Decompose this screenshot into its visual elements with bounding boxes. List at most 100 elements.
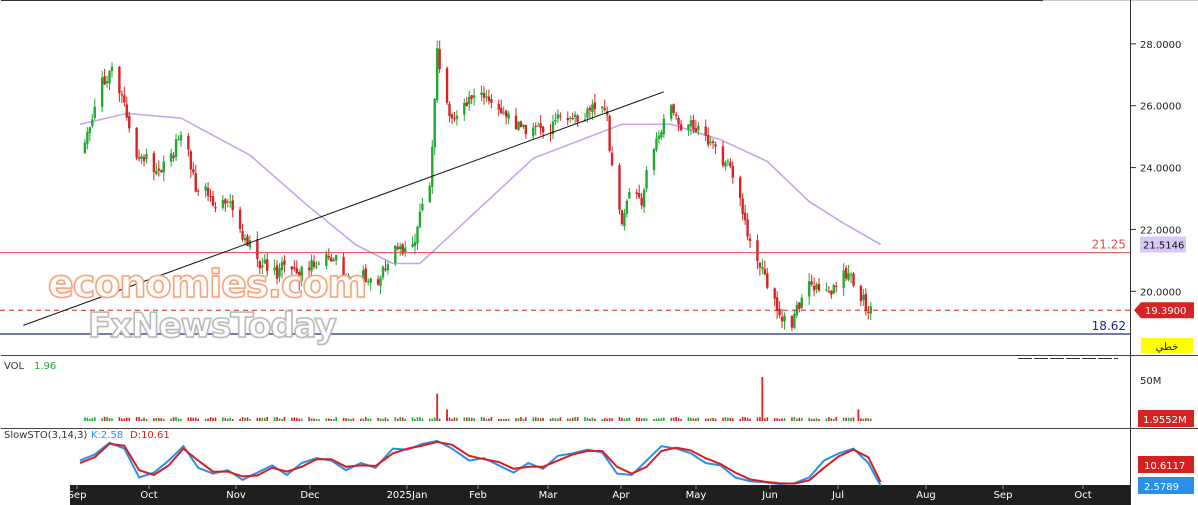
candle-body xyxy=(192,169,195,173)
candle xyxy=(140,153,143,165)
candle-body xyxy=(379,277,382,287)
line-chart-button[interactable] xyxy=(1141,338,1193,353)
candle xyxy=(238,206,242,233)
candle xyxy=(428,182,431,204)
candle xyxy=(502,106,505,116)
volume-current-tag xyxy=(1138,410,1194,427)
candle xyxy=(455,110,459,126)
candle-body xyxy=(413,242,417,246)
line-chart-button-label: خطي xyxy=(1156,342,1179,353)
candle xyxy=(453,112,456,122)
resistance-level-label: 21.25 xyxy=(1092,238,1126,252)
candle xyxy=(485,90,488,103)
candle xyxy=(588,105,592,119)
candle xyxy=(162,155,165,182)
candle xyxy=(155,162,158,176)
candle-body xyxy=(729,162,732,167)
candle xyxy=(332,257,335,262)
candle-body xyxy=(278,268,281,277)
candle-body xyxy=(842,270,845,288)
price-tick-label: 24.0000 xyxy=(1140,164,1181,175)
candle xyxy=(637,184,641,199)
candle-body xyxy=(694,128,698,133)
candle-body xyxy=(502,112,505,114)
candle xyxy=(687,124,690,136)
candle xyxy=(748,233,752,249)
candle-body xyxy=(610,152,614,166)
candle-body xyxy=(640,197,643,206)
candle-body xyxy=(342,256,345,279)
candle-body xyxy=(364,268,367,282)
candle xyxy=(862,288,865,306)
candle xyxy=(226,199,229,208)
candle xyxy=(640,192,643,210)
candle-body xyxy=(482,93,486,98)
candle xyxy=(381,265,385,281)
candle xyxy=(756,234,759,270)
candle xyxy=(177,135,180,141)
candle xyxy=(709,136,712,146)
candle-body xyxy=(608,115,611,151)
candle-body xyxy=(862,294,865,300)
time-axis-label-jun: Jun xyxy=(761,490,778,501)
volume-value: 1.96 xyxy=(34,361,56,372)
candle xyxy=(187,133,190,157)
candle-body xyxy=(307,267,311,270)
candle xyxy=(312,254,316,270)
candle xyxy=(566,111,569,126)
candle xyxy=(315,261,318,270)
candle-body xyxy=(152,153,156,173)
volume-axis-label: 50M xyxy=(1140,376,1161,387)
candle xyxy=(396,242,399,251)
candle xyxy=(362,265,365,287)
candle-body xyxy=(300,266,303,282)
candle xyxy=(157,160,161,177)
candle-body xyxy=(125,104,128,118)
candle-body xyxy=(145,154,148,160)
candle-body xyxy=(142,157,146,162)
stochastic-d-value: D:10.61 xyxy=(130,430,170,441)
candle xyxy=(435,40,439,103)
candle xyxy=(507,111,510,125)
candle xyxy=(830,290,833,299)
stochastic-d-tag-label: 10.6117 xyxy=(1144,461,1185,472)
candle-body xyxy=(637,193,641,198)
candle xyxy=(835,281,838,293)
candle xyxy=(450,112,454,125)
candle xyxy=(275,260,279,285)
candle-body xyxy=(766,273,769,288)
candle-body xyxy=(172,155,175,158)
stochastic-k-tag-label: 2.5789 xyxy=(1144,482,1179,493)
candle-body xyxy=(248,240,252,248)
candle-body xyxy=(697,125,700,131)
candle-body xyxy=(266,259,269,271)
candle-body xyxy=(625,200,629,214)
candle-body xyxy=(295,268,298,274)
candle-body xyxy=(347,275,350,285)
candle-body xyxy=(86,132,89,144)
candle xyxy=(283,255,286,273)
candle xyxy=(569,116,572,123)
candle-body xyxy=(844,268,848,279)
candle-body xyxy=(559,115,562,117)
candle xyxy=(524,124,528,139)
candle-body xyxy=(773,288,776,299)
candle xyxy=(576,113,579,127)
trendline[interactable] xyxy=(23,91,664,326)
candle-body xyxy=(416,226,419,244)
candle-body xyxy=(349,277,353,279)
candle xyxy=(384,260,387,272)
candle-body xyxy=(238,209,242,229)
candle-body xyxy=(367,281,370,283)
candle-body xyxy=(670,105,673,119)
candle xyxy=(463,98,466,121)
candle-body xyxy=(662,118,666,135)
candle-body xyxy=(453,118,456,120)
time-axis-label-apr: Apr xyxy=(612,490,630,501)
candle xyxy=(536,122,540,127)
candle-body xyxy=(135,127,138,158)
time-axis-background xyxy=(0,485,1130,505)
candle xyxy=(125,96,128,121)
candle xyxy=(379,275,382,295)
candle-body xyxy=(554,119,557,122)
